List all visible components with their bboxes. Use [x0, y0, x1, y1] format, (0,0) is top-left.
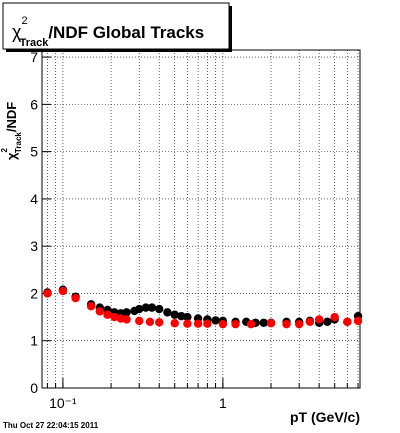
- data-point: [343, 317, 352, 327]
- x-tick-label: 10⁻¹: [49, 395, 77, 411]
- data-point: [135, 304, 144, 314]
- y-tick-label: 4: [30, 191, 38, 207]
- data-point: [211, 316, 220, 325]
- chart-title: χ2 Track/NDF Global Tracks: [12, 15, 204, 49]
- data-point: [141, 303, 151, 312]
- ylabel-sup: 2: [0, 148, 9, 153]
- ylabel-sub: Track: [14, 132, 23, 153]
- data-point: [103, 310, 112, 319]
- title-sup: 2: [21, 15, 27, 27]
- data-point: [183, 319, 192, 328]
- plot-layer: 0 1 2 3 4 5 6 7 10⁻¹ 1: [30, 49, 363, 411]
- data-point: [145, 317, 155, 327]
- plot-frame: [41, 49, 361, 389]
- y-tick-label: 2: [30, 285, 38, 301]
- title-box: [2, 2, 230, 50]
- data-point: [231, 319, 240, 329]
- data-point: [323, 317, 332, 327]
- x-axis-label: pT (GeV/c): [290, 409, 360, 425]
- data-point: [110, 312, 119, 322]
- data-point: [43, 289, 52, 298]
- data-point: [183, 312, 192, 322]
- title-sub: Track: [20, 37, 50, 49]
- data-point: [122, 315, 131, 324]
- data-point: [147, 303, 157, 312]
- y-tick-label: 0: [30, 380, 38, 396]
- title-rest: /NDF Global Tracks: [48, 23, 204, 42]
- data-point: [218, 319, 228, 329]
- title-symbol: χ: [12, 22, 22, 42]
- data-point: [155, 304, 164, 314]
- x-tick-label: 1: [219, 395, 227, 411]
- data-point: [259, 318, 268, 327]
- data-point: [314, 315, 324, 324]
- data-point: [193, 319, 203, 328]
- data-point: [203, 319, 212, 328]
- data-point: [282, 319, 291, 329]
- data-point: [58, 286, 68, 296]
- data-point: [266, 319, 276, 328]
- data-point: [163, 308, 172, 317]
- ylabel-rest: /NDF: [4, 102, 19, 132]
- data-point: [135, 316, 144, 326]
- data-point: [294, 319, 304, 329]
- data-point: [71, 293, 80, 303]
- data-point: [155, 318, 164, 327]
- data-point: [122, 308, 131, 317]
- y-tick-label: 5: [30, 144, 38, 160]
- ylabel-symbol: χ: [4, 152, 19, 160]
- data-point: [86, 302, 96, 311]
- y-tick-label: 6: [30, 96, 38, 112]
- data-point: [170, 310, 179, 319]
- data-point: [353, 316, 363, 326]
- y-axis-label: χ2 Track/NDF: [0, 102, 23, 160]
- y-tick-label: 3: [30, 238, 38, 254]
- y-tick-label: 7: [30, 49, 38, 65]
- footer-date: Thu Oct 27 22:04:15 2011: [3, 421, 99, 430]
- data-point: [170, 319, 179, 328]
- data-point: [305, 317, 315, 327]
- data-point: [246, 319, 256, 329]
- data-point: [330, 312, 339, 322]
- data-point: [95, 307, 104, 316]
- y-tick-label: 1: [30, 333, 38, 349]
